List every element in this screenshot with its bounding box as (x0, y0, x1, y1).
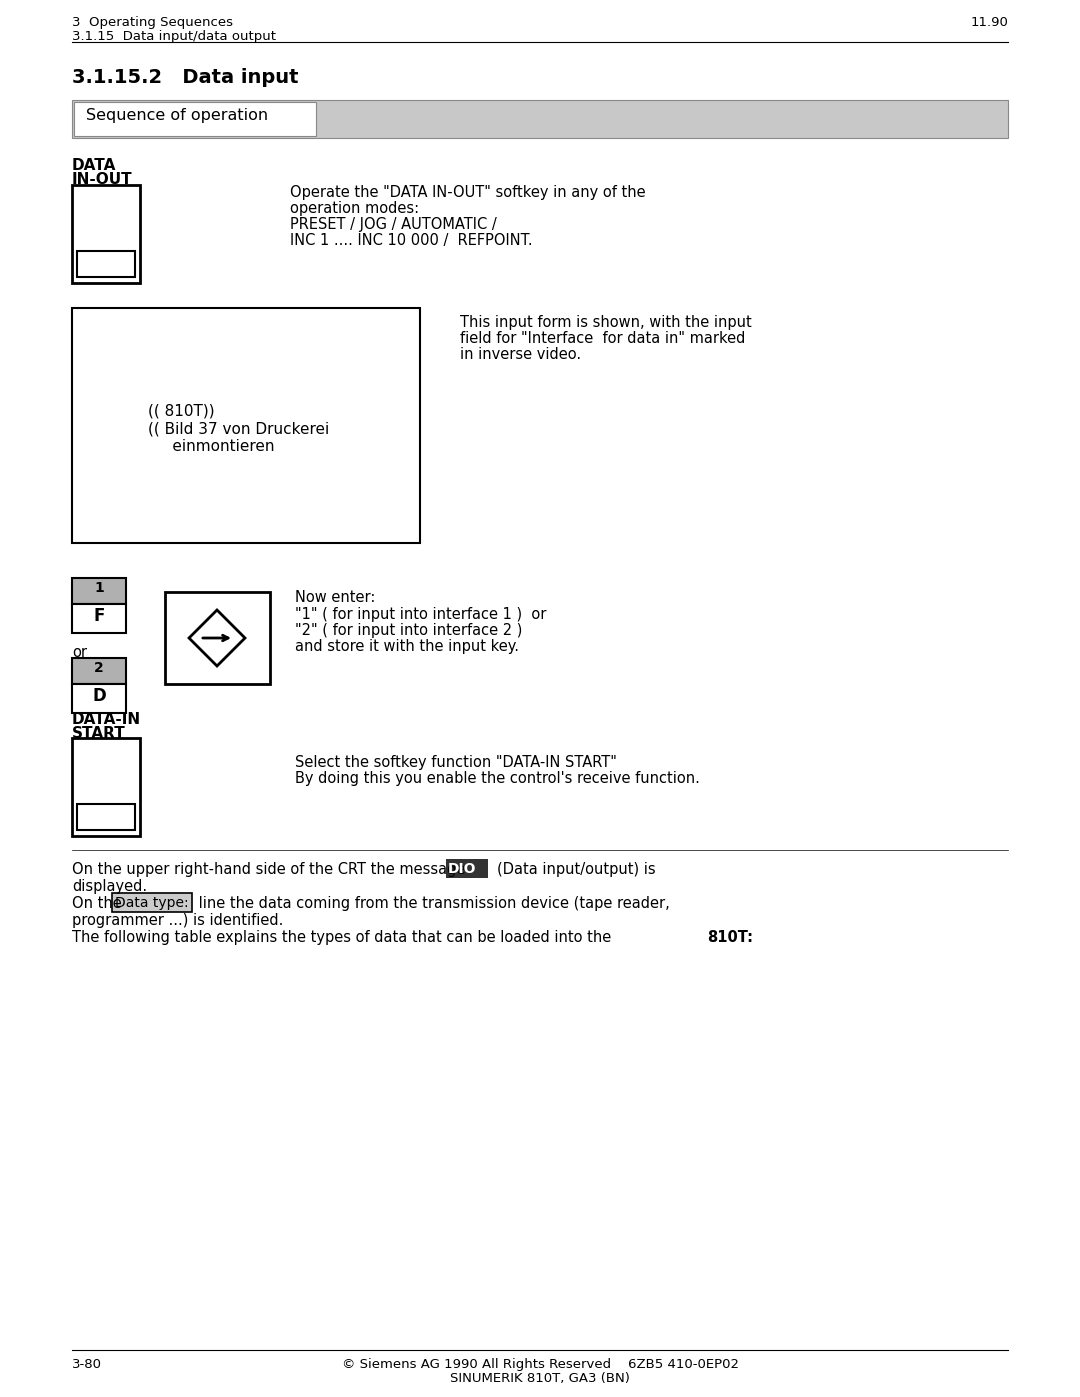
Text: operation modes:: operation modes: (291, 201, 419, 217)
Bar (72, 738, 140, 835)
Bar (112, 893, 192, 912)
Bar (75, 102, 316, 136)
Text: in inverse video.: in inverse video. (460, 346, 581, 362)
Text: 2: 2 (94, 661, 104, 675)
Text: F: F (93, 608, 105, 624)
Text: This input form is shown, with the input: This input form is shown, with the input (460, 314, 752, 330)
Text: "1" ( for input into interface 1 )  or: "1" ( for input into interface 1 ) or (295, 608, 546, 622)
Text: einmontieren: einmontieren (148, 439, 274, 454)
Text: IN-OUT: IN-OUT (72, 172, 133, 187)
Text: or: or (72, 645, 87, 659)
Text: programmer ...) is identified.: programmer ...) is identified. (72, 914, 283, 928)
Text: "2" ( for input into interface 2 ): "2" ( for input into interface 2 ) (295, 623, 523, 638)
Bar (72, 685, 126, 712)
Text: 1: 1 (94, 581, 104, 595)
Bar (77, 251, 135, 277)
Text: 3.1.15.2   Data input: 3.1.15.2 Data input (72, 68, 298, 87)
Text: D: D (92, 687, 106, 705)
Text: Sequence of operation: Sequence of operation (86, 108, 268, 123)
Text: The following table explains the types of data that can be loaded into the: The following table explains the types o… (72, 930, 616, 944)
Text: and store it with the input key.: and store it with the input key. (295, 638, 519, 654)
Text: line the data coming from the transmission device (tape reader,: line the data coming from the transmissi… (194, 895, 670, 911)
Text: (Data input/output) is: (Data input/output) is (497, 862, 656, 877)
Text: DATA: DATA (72, 158, 117, 173)
Text: 3  Operating Sequences: 3 Operating Sequences (72, 15, 233, 29)
Text: 3-80: 3-80 (72, 1358, 102, 1370)
Text: 3.1.15  Data input/data output: 3.1.15 Data input/data output (72, 29, 276, 43)
Text: On the: On the (72, 895, 122, 911)
Bar (72, 184, 140, 284)
Text: DIO: DIO (448, 862, 476, 876)
Bar (446, 859, 488, 877)
Text: field for "Interface  for data in" marked: field for "Interface for data in" marked (460, 331, 745, 346)
Text: START: START (72, 726, 125, 740)
Text: DATA-IN: DATA-IN (72, 712, 141, 726)
Bar (72, 658, 126, 685)
Text: © Siemens AG 1990 All Rights Reserved    6ZB5 410-0EP02: © Siemens AG 1990 All Rights Reserved 6Z… (341, 1358, 739, 1370)
Text: On the upper right-hand side of the CRT the message: On the upper right-hand side of the CRT … (72, 862, 465, 877)
Text: Data type:: Data type: (114, 895, 189, 909)
Text: (( Bild 37 von Druckerei: (( Bild 37 von Druckerei (148, 420, 329, 436)
Text: 810T:: 810T: (707, 930, 753, 944)
Text: displayed.: displayed. (72, 879, 147, 894)
Bar (72, 307, 420, 543)
Bar (72, 578, 126, 604)
Text: Operate the "DATA IN-OUT" softkey in any of the: Operate the "DATA IN-OUT" softkey in any… (291, 184, 646, 200)
Text: SINUMERIK 810T, GA3 (BN): SINUMERIK 810T, GA3 (BN) (450, 1372, 630, 1384)
Bar (72, 101, 1008, 138)
Bar (72, 604, 126, 633)
Text: Now enter:: Now enter: (295, 590, 376, 605)
Text: (( 810T)): (( 810T)) (148, 402, 215, 418)
Text: INC 1 .... INC 10 000 /  REFPOINT.: INC 1 .... INC 10 000 / REFPOINT. (291, 233, 532, 249)
Text: By doing this you enable the control's receive function.: By doing this you enable the control's r… (295, 771, 700, 787)
Text: PRESET / JOG / AUTOMATIC /: PRESET / JOG / AUTOMATIC / (291, 217, 497, 232)
Text: 11.90: 11.90 (970, 15, 1008, 29)
Text: Select the softkey function "DATA-IN START": Select the softkey function "DATA-IN STA… (295, 754, 617, 770)
Bar (77, 805, 135, 830)
Bar (165, 592, 270, 685)
